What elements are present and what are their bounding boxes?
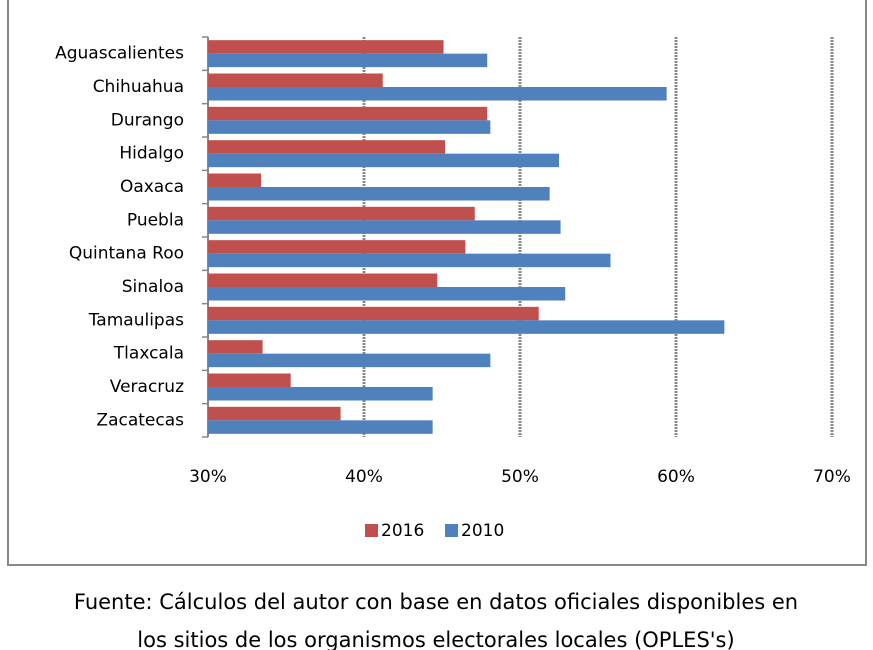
bar [208,420,433,434]
bar [208,306,539,321]
bar [208,406,341,421]
bar [208,53,488,68]
bar [208,373,291,387]
y-tick-label: Sinaloa [122,277,184,297]
bar [208,273,438,287]
legend-label: 2016 [381,521,424,541]
y-tick-label: Zacatecas [96,410,184,430]
y-tick-label: Chihuahua [93,77,184,97]
x-tick-label: 60% [657,467,695,487]
bar [208,353,491,368]
y-tick-label: Oaxaca [120,177,184,197]
bar [208,153,559,168]
x-tick-label: 30% [189,467,227,487]
x-tick-label: 70% [813,467,851,487]
bar [208,320,725,334]
bar [208,287,566,301]
bar [208,106,488,121]
y-tick-label: Tamaulipas [88,310,184,330]
y-tick-label: Quintana Roo [69,244,184,264]
bar [208,140,446,154]
bar [208,340,263,354]
bar [208,220,561,234]
legend-swatch [445,524,458,537]
y-tick-label: Aguascalientes [55,44,184,64]
bar [208,40,444,54]
bar [208,120,491,134]
y-tick-label: Veracruz [110,377,184,397]
legend-swatch [365,524,378,537]
y-tick-label: Tlaxcala [113,344,184,364]
bar [208,187,550,201]
bar [208,387,433,401]
x-tick-label: 40% [345,467,383,487]
caption: los sitios de los organismos electorales… [137,628,734,650]
caption: Fuente: Cálculos del autor con base en d… [74,590,798,614]
bar [208,206,475,221]
bar [208,173,262,187]
bar [208,87,667,101]
bar [208,240,466,254]
y-tick-label: Puebla [127,210,184,230]
y-tick-label: Hidalgo [119,144,184,164]
y-tick-label: Durango [111,110,184,130]
legend-label: 2010 [461,521,504,541]
bar [208,253,611,268]
x-tick-label: 50% [501,467,539,487]
bar [208,73,383,87]
